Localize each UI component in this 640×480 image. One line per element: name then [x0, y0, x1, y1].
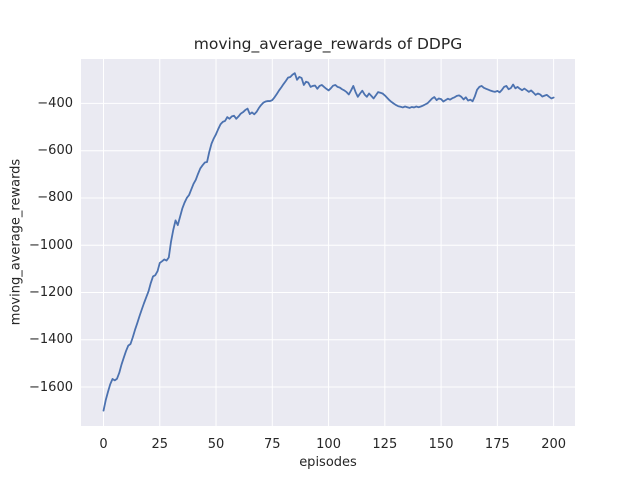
y-tick-label: −1600 — [29, 379, 73, 395]
x-tick-label: 0 — [99, 437, 108, 452]
x-tick-label: 50 — [207, 437, 225, 452]
axes-background — [81, 59, 575, 426]
y-tick-label: −400 — [37, 95, 73, 111]
y-tick-label: −1200 — [29, 284, 73, 300]
x-tick-label: 125 — [372, 437, 398, 452]
x-tick-label: 150 — [428, 437, 454, 452]
x-tick-label: 200 — [541, 437, 567, 452]
y-tick-label: −1400 — [29, 332, 73, 348]
chart-title: moving_average_rewards of DDPG — [193, 35, 463, 53]
x-tick-label: 175 — [484, 437, 510, 452]
x-tick-label: 25 — [151, 437, 169, 452]
data-line — [102, 72, 555, 412]
x-axis-label: episodes — [299, 455, 357, 470]
plot-area — [81, 59, 575, 426]
y-tick-label: −1000 — [29, 237, 73, 253]
y-tick-label: −600 — [37, 143, 73, 159]
x-tick-label: 100 — [316, 437, 341, 452]
y-tick-label: −800 — [37, 190, 73, 206]
x-tick-label: 75 — [264, 437, 281, 452]
